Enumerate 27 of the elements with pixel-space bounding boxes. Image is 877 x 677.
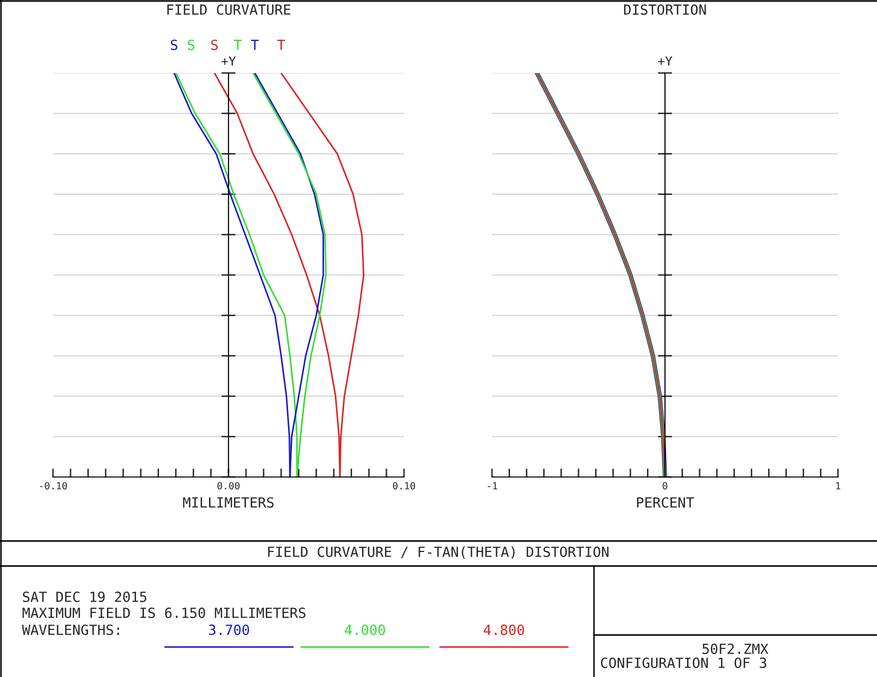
legend-title: WAVELENGTHS:: [22, 624, 120, 636]
series-label: S: [170, 40, 178, 50]
chart-title: DISTORTION: [624, 4, 706, 15]
text: FIELD CURVATURE / F-TAN(THETA) DISTORTION: [268, 546, 608, 559]
series-label: T: [234, 40, 242, 50]
x-axis-title: MILLIMETERS: [183, 497, 274, 508]
x-tick-label: 0: [662, 482, 668, 490]
text: 3.700: [209, 624, 250, 636]
x-axis-title: PERCENT: [637, 497, 694, 508]
text: CONFIGURATION 1 OF 3: [600, 658, 766, 668]
y-axis-title: +Y: [658, 56, 672, 66]
x-tick-label: -0.10: [40, 482, 68, 490]
text: MAXIMUM FIELD IS 6.150 MILLIMETERS: [22, 608, 306, 618]
text: 4.800: [484, 624, 524, 636]
x-tick-label: 0.10: [392, 482, 416, 490]
x-tick-label: -1: [488, 482, 498, 490]
x-tick-label: 0.00: [217, 482, 240, 490]
chart-title: FIELD CURVATURE: [167, 4, 290, 15]
y-axis-title: +Y: [222, 56, 236, 66]
x-tick-label: 1: [836, 482, 840, 490]
series-label: S: [188, 40, 194, 50]
series-label: T: [250, 40, 259, 50]
series-label: S: [211, 40, 218, 50]
text: 50F2.ZMX: [702, 644, 768, 654]
series-label: T: [277, 40, 286, 50]
text: SAT DEC 19 2015: [22, 592, 146, 602]
text: 4.000: [344, 624, 386, 636]
